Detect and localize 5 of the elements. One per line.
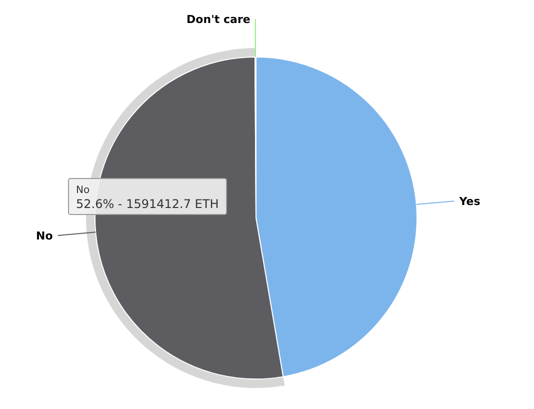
slice-label: No	[36, 229, 54, 242]
slice-label: Yes	[458, 195, 481, 208]
text: No	[76, 185, 90, 196]
slice-label: Don't care	[186, 13, 250, 26]
text: 52.6% - 1591412.7 ETH	[76, 197, 219, 211]
